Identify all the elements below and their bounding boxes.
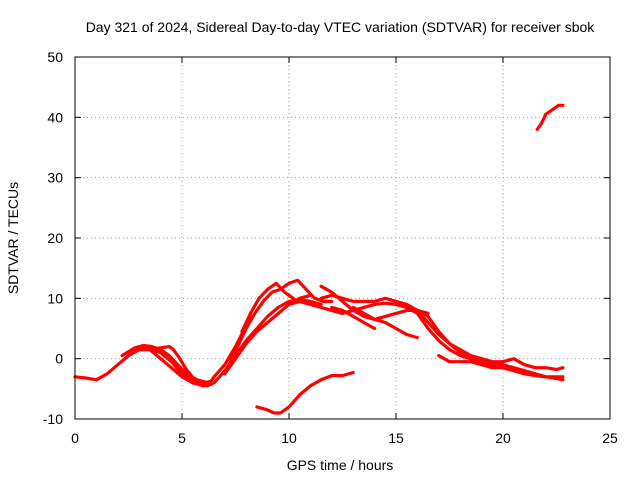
grid-lines [75,57,610,419]
series-arc-14 [330,305,377,331]
series-arc-4 [148,345,205,386]
series-arc-6 [212,297,323,385]
y-tick-label: 30 [47,170,63,186]
x-axis-label: GPS time / hours [287,457,394,473]
x-tick-label: 10 [281,430,297,446]
series-arc-3 [126,345,214,388]
series-arc-17 [469,357,565,382]
x-tick-label: 20 [495,430,511,446]
series-arc-13 [351,305,430,321]
series-arc-7 [223,293,312,376]
x-tick-label: 15 [388,430,404,446]
series-arc-9 [240,281,295,334]
chart-title: Day 321 of 2024, Sidereal Day-to-day VTE… [86,19,596,35]
series-layer [73,103,565,415]
y-axis-label: SDTVAR / TECUs [5,182,21,294]
series-arc-18 [255,370,355,415]
y-tick-label: 40 [47,109,63,125]
y-tick-label: 0 [55,351,63,367]
axis-ticks: 0 5 10 15 20 25 -10 0 10 20 30 40 50 [43,49,618,446]
series-arc-15 [415,308,565,372]
x-tick-label: 25 [602,430,618,446]
y-tick-label: 10 [47,290,63,306]
y-tick-label: 20 [47,230,63,246]
x-tick-label: 0 [71,430,79,446]
series-arc-1 [73,348,212,385]
y-tick-label: 50 [47,49,63,65]
x-tick-label: 5 [178,430,186,446]
y-tick-label: -10 [43,411,63,427]
series-arc-19 [535,103,565,131]
